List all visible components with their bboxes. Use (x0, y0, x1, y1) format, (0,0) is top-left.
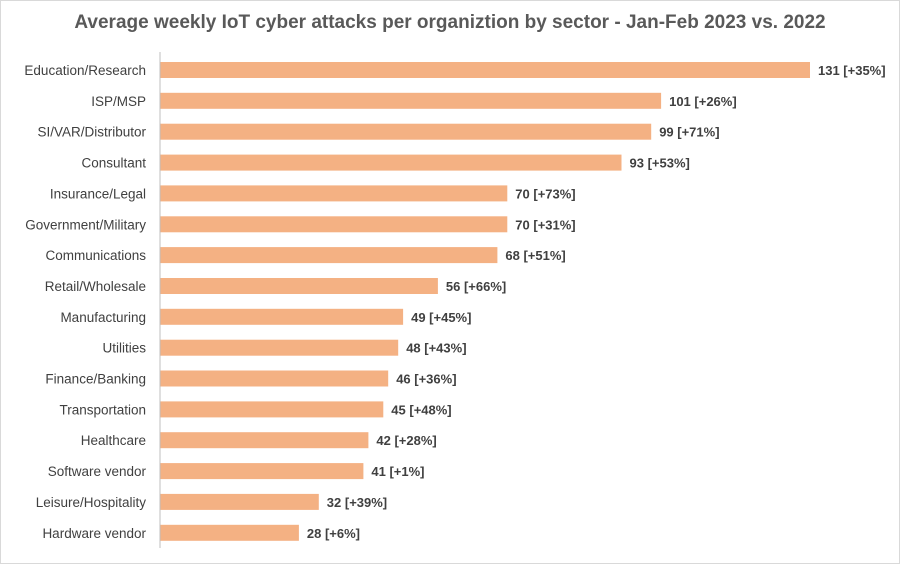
data-label-13: 41 [+1%] (371, 464, 424, 479)
data-label-4: 70 [+73%] (515, 186, 575, 201)
bar-13 (160, 463, 364, 480)
bar-4 (160, 185, 508, 202)
category-label-7: Retail/Wholesale (45, 279, 146, 294)
category-label-4: Insurance/Legal (50, 186, 146, 201)
data-label-0: 131 [+35%] (818, 63, 886, 78)
bar-8 (160, 308, 404, 325)
chart-title: Average weekly IoT cyber attacks per org… (74, 12, 826, 33)
category-label-9: Utilities (102, 341, 146, 356)
bar-15 (160, 524, 299, 541)
bar-1 (160, 92, 662, 109)
category-label-2: SI/VAR/Distributor (37, 125, 146, 140)
data-label-12: 42 [+28%] (376, 433, 436, 448)
category-label-10: Finance/Banking (45, 372, 146, 387)
bar-10 (160, 370, 389, 387)
category-label-14: Leisure/Hospitality (36, 495, 147, 510)
data-label-11: 45 [+48%] (391, 402, 451, 417)
bar-14 (160, 493, 319, 510)
category-label-1: ISP/MSP (91, 94, 146, 109)
data-label-10: 46 [+36%] (396, 372, 456, 387)
data-label-1: 101 [+26%] (669, 94, 737, 109)
category-label-5: Government/Military (25, 217, 146, 232)
category-label-11: Transportation (59, 402, 146, 417)
data-label-15: 28 [+6%] (307, 526, 360, 541)
bar-12 (160, 432, 369, 449)
data-label-5: 70 [+31%] (515, 217, 575, 232)
bar-2 (160, 123, 652, 140)
data-label-7: 56 [+66%] (446, 279, 506, 294)
data-label-9: 48 [+43%] (406, 341, 466, 356)
data-label-6: 68 [+51%] (505, 248, 565, 263)
data-label-2: 99 [+71%] (659, 125, 719, 140)
category-label-6: Communications (45, 248, 146, 263)
category-label-12: Healthcare (81, 433, 146, 448)
bar-6 (160, 247, 498, 264)
category-label-8: Manufacturing (60, 310, 146, 325)
data-label-3: 93 [+53%] (630, 156, 690, 171)
data-label-14: 32 [+39%] (327, 495, 387, 510)
category-label-13: Software vendor (48, 464, 147, 479)
category-label-3: Consultant (81, 156, 146, 171)
bar-3 (160, 154, 622, 171)
bar-5 (160, 216, 508, 233)
bar-11 (160, 401, 384, 418)
category-label-0: Education/Research (24, 63, 146, 78)
bar-0 (160, 62, 810, 78)
bar-9 (160, 339, 399, 356)
bar-7 (160, 278, 438, 294)
category-label-15: Hardware vendor (42, 526, 146, 541)
data-label-8: 49 [+45%] (411, 310, 471, 325)
